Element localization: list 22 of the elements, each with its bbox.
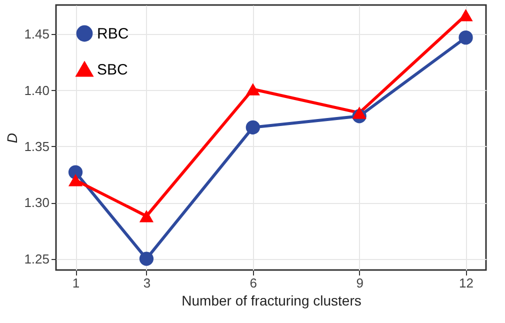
y-tick-label: 1.30 [24,195,50,210]
point [139,210,154,222]
x-tick-label: 6 [250,276,258,290]
x-tick-label: 9 [356,276,364,290]
y-tick-label: 1.35 [24,138,50,154]
point [68,174,83,186]
point [352,106,366,119]
y-tick-label: 1.25 [24,251,50,266]
point [458,8,473,22]
y-axis-title: D [4,132,20,144]
legend-label: SBC [97,62,128,78]
x-tick-label: 3 [143,276,151,290]
legend-label: RBC [97,26,129,42]
y-tick-label: 1.40 [24,82,50,98]
x-axis-title: Number of fracturing clusters [182,292,362,308]
point [139,252,154,266]
point [246,120,260,134]
x-tick-label: 12 [459,276,474,290]
y-tick-label: 1.45 [24,26,50,42]
point [246,83,260,96]
point [458,30,473,45]
x-tick-label: 1 [72,276,80,290]
